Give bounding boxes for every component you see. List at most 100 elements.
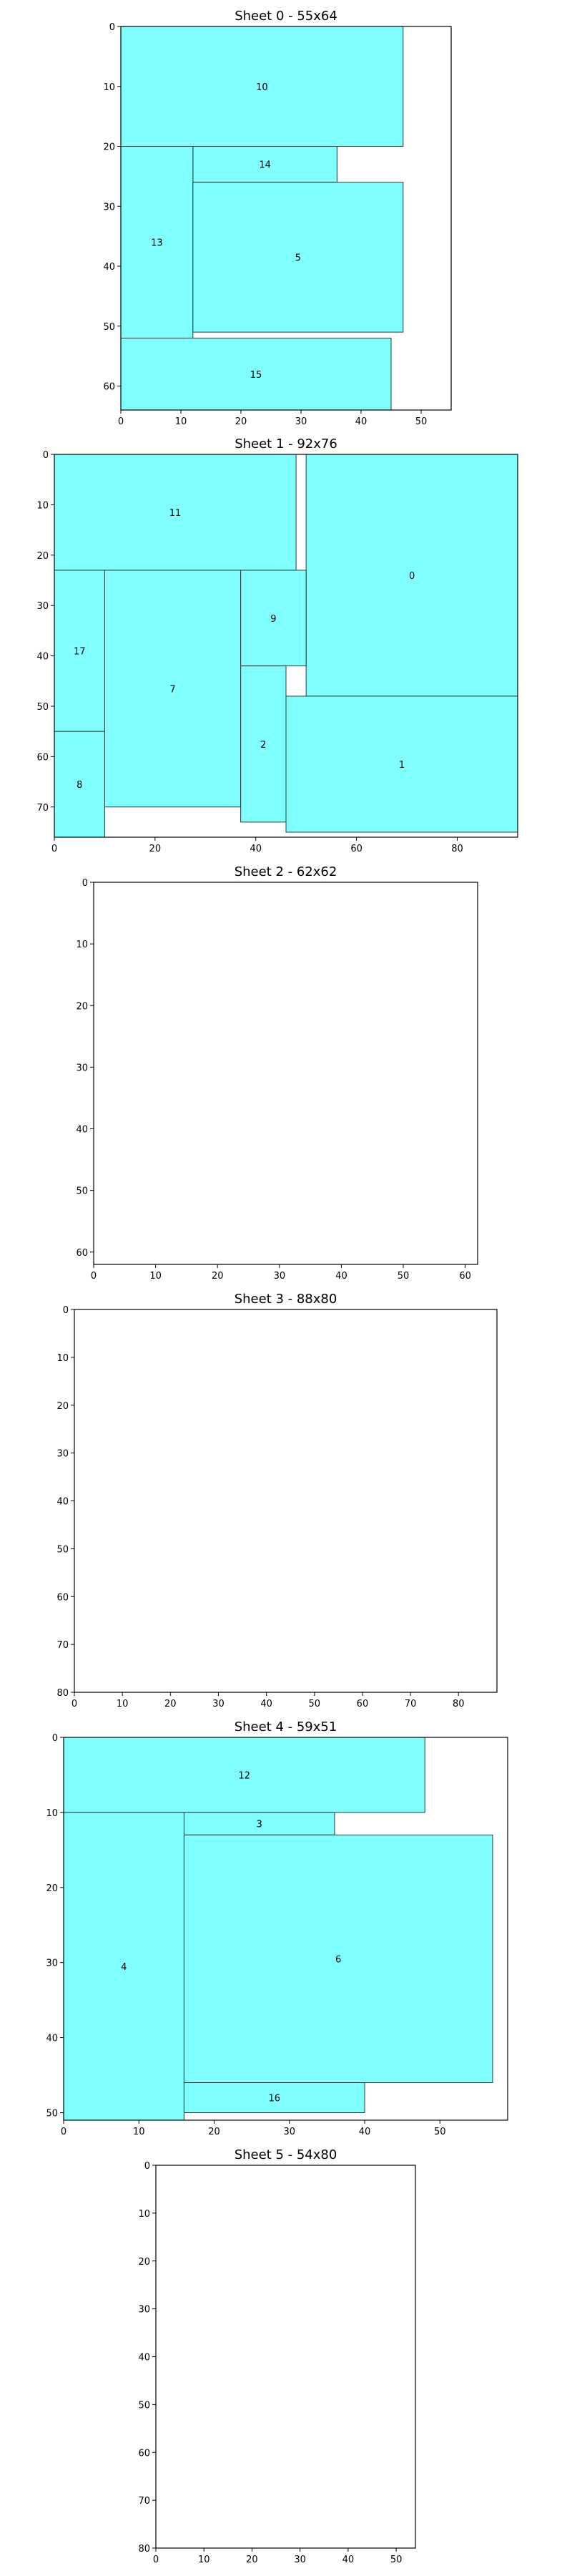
y-tick-label: 50 <box>36 702 49 713</box>
y-tick-label: 10 <box>103 82 115 93</box>
y-tick-label: 60 <box>56 1592 69 1603</box>
x-tick-label: 40 <box>335 1271 347 1282</box>
y-tick-label: 70 <box>36 803 49 814</box>
piece-label: 4 <box>121 1962 127 1973</box>
sheet-frame <box>54 454 518 838</box>
y-tick-label: 40 <box>46 2034 58 2044</box>
x-tick-label: 30 <box>283 2127 295 2137</box>
y-tick-label: 70 <box>56 1640 69 1651</box>
y-tick-label: 0 <box>52 1733 58 1744</box>
y-tick-label: 0 <box>43 450 49 461</box>
piece-label: 15 <box>250 370 262 381</box>
x-tick-label: 20 <box>212 1271 224 1282</box>
piece-label: 6 <box>335 1954 341 1965</box>
piece-rect <box>63 1737 425 1813</box>
piece-label: 16 <box>268 2094 280 2104</box>
y-tick-label: 30 <box>46 1958 58 1969</box>
x-tick-label: 10 <box>149 1271 162 1282</box>
piece-label: 10 <box>256 82 268 93</box>
piece-rect <box>120 26 404 147</box>
y-tick-label: 60 <box>138 2448 150 2459</box>
y-tick-label: 0 <box>82 878 88 889</box>
x-tick-label: 20 <box>235 416 247 427</box>
x-tick-label: 60 <box>459 1271 471 1282</box>
sheet-title: Sheet 4 - 59x51 <box>235 1719 337 1735</box>
piece-label: 3 <box>257 1820 262 1830</box>
piece-rect <box>120 146 194 338</box>
x-tick-label: 50 <box>309 1699 321 1709</box>
x-tick-label: 10 <box>117 1699 129 1709</box>
x-tick-label: 20 <box>149 844 162 854</box>
piece-label: 14 <box>259 160 271 171</box>
y-tick-label: 10 <box>36 500 49 511</box>
x-tick-label: 50 <box>390 2555 403 2565</box>
y-tick-label: 10 <box>46 1808 58 1819</box>
y-tick-label: 40 <box>56 1497 69 1508</box>
y-tick-label: 30 <box>36 601 49 612</box>
piece-rect <box>120 338 392 411</box>
x-tick-label: 0 <box>51 844 57 854</box>
sheet-frame <box>74 1309 498 1693</box>
x-tick-label: 40 <box>260 1699 272 1709</box>
y-tick-label: 50 <box>138 2400 150 2411</box>
x-tick-label: 30 <box>295 416 307 427</box>
piece-label: 5 <box>295 253 301 263</box>
x-tick-label: 30 <box>212 1699 225 1709</box>
sheet-frame <box>120 26 452 411</box>
sheet-title: Sheet 2 - 62x62 <box>235 864 337 879</box>
y-tick-label: 10 <box>76 940 88 950</box>
x-tick-label: 0 <box>61 2127 66 2137</box>
piece-label: 1 <box>399 760 405 771</box>
piece-rect <box>192 146 337 183</box>
piece-label: 2 <box>260 740 266 751</box>
y-tick-label: 20 <box>76 1001 88 1012</box>
y-tick-label: 40 <box>103 262 115 273</box>
x-tick-label: 0 <box>72 1699 77 1709</box>
x-tick-label: 10 <box>198 2555 210 2565</box>
piece-rect <box>240 570 307 667</box>
x-tick-label: 40 <box>359 2127 371 2137</box>
piece-label: 9 <box>270 614 276 625</box>
x-tick-label: 70 <box>405 1699 417 1709</box>
x-tick-label: 50 <box>398 1271 410 1282</box>
sheet-title: Sheet 1 - 92x76 <box>235 436 337 452</box>
y-tick-label: 50 <box>46 2109 58 2119</box>
y-tick-label: 80 <box>56 1688 69 1699</box>
piece-label: 7 <box>169 684 175 695</box>
x-tick-label: 40 <box>342 2555 355 2565</box>
sheet-title: Sheet 3 - 88x80 <box>235 1292 337 1307</box>
piece-rect <box>192 182 404 333</box>
piece-label: 12 <box>238 1770 250 1781</box>
x-tick-label: 20 <box>208 2127 220 2137</box>
x-tick-label: 10 <box>133 2127 145 2137</box>
piece-rect <box>285 696 518 833</box>
y-tick-label: 0 <box>63 1305 69 1316</box>
x-tick-label: 0 <box>118 416 124 427</box>
x-tick-label: 80 <box>451 844 463 854</box>
x-tick-label: 0 <box>153 2555 159 2565</box>
y-tick-label: 40 <box>138 2353 150 2363</box>
y-tick-label: 50 <box>56 1544 69 1555</box>
x-tick-label: 40 <box>250 844 262 854</box>
sheet-frame <box>93 882 478 1265</box>
y-tick-label: 10 <box>138 2209 150 2220</box>
y-tick-label: 0 <box>144 2161 150 2172</box>
piece-rect <box>104 570 242 808</box>
y-tick-label: 50 <box>76 1186 88 1197</box>
sheet-panel-2: Sheet 2 - 62x62 0 10 20 30 40 50 60 0 10 20 30 40 50 6… <box>76 864 478 1282</box>
x-tick-label: 30 <box>294 2555 306 2565</box>
y-tick-label: 70 <box>138 2496 150 2507</box>
y-tick-label: 20 <box>36 551 49 562</box>
piece-rect <box>183 2082 365 2114</box>
x-tick-label: 60 <box>357 1699 369 1709</box>
piece-rect <box>305 454 518 697</box>
y-tick-label: 10 <box>56 1353 69 1364</box>
y-tick-label: 60 <box>103 382 115 393</box>
sheet-title: Sheet 5 - 54x80 <box>235 2147 337 2162</box>
x-tick-label: 20 <box>246 2555 258 2565</box>
x-tick-label: 40 <box>355 416 368 427</box>
y-tick-label: 30 <box>76 1063 88 1073</box>
sheet-frame <box>63 1737 508 2121</box>
